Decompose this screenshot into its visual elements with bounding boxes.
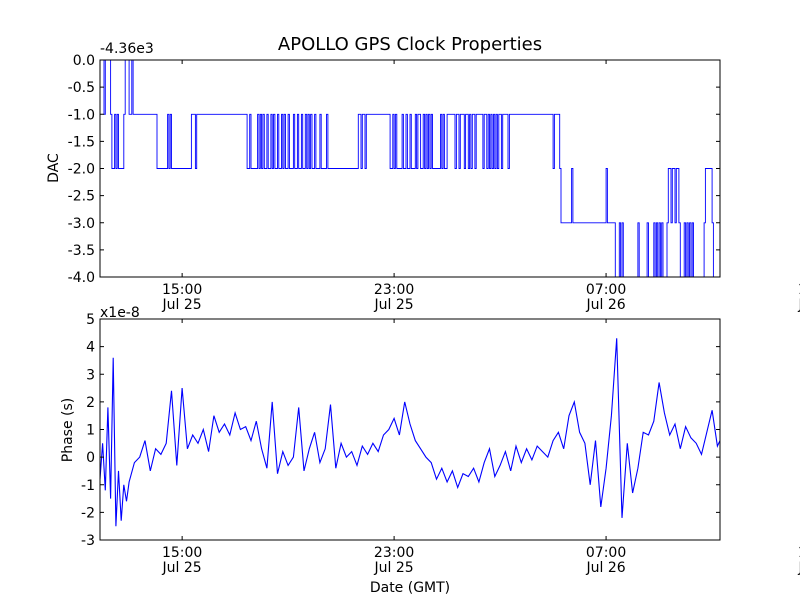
y-tick-label: -1.5 — [68, 134, 95, 150]
x-tick-label-time: 23:00 — [374, 282, 414, 298]
y-tick-label: -2 — [81, 505, 95, 521]
y-tick-label: -1.0 — [68, 107, 95, 123]
y-tick-label: 0.0 — [73, 53, 95, 69]
dac-panel: -4.36e3 DAC 0.0 -0.5 -1.0 -1.5 -2.0 -2.5 -3.0 -… — [46, 41, 800, 313]
y-tick-label: -3 — [81, 533, 95, 549]
x-tick-label-time: 07:00 — [586, 282, 626, 298]
y-tick-label: -4.0 — [68, 270, 95, 286]
y-tick-label: 2 — [86, 395, 95, 411]
chart-title: APOLLO GPS Clock Properties — [278, 34, 542, 55]
series-line-dac — [100, 59, 715, 278]
x-tick-label-date: Jul 25 — [162, 297, 202, 313]
y-tick-label: 1 — [86, 423, 95, 439]
y-tick-label: 3 — [86, 367, 95, 383]
y-tick-label: -3.0 — [68, 216, 95, 232]
y-tick-label: -0.5 — [68, 80, 95, 96]
y-tick-label: 5 — [86, 312, 95, 328]
y-tick-label: 4 — [86, 340, 95, 356]
x-tick-label-date: Jul 26 — [585, 297, 625, 313]
y-tick-label: 0 — [86, 450, 95, 466]
dac-plot-area: 0.0 -0.5 -1.0 -1.5 -2.0 -2.5 -3.0 -3.5 -4.0 15:00… — [68, 53, 800, 313]
axes-frame — [99, 318, 721, 541]
x-tick-label-date: Jul 25 — [374, 297, 414, 313]
x-tick-label-time: 15:00 — [798, 282, 800, 298]
phase-panel: x1e-8 Phase (s) Date (GMT) 5 4 3 2 1 0 -1 -2 -3 1… — [60, 305, 800, 596]
series-line-phase — [99, 338, 721, 527]
x-tick-label-date: Jul 26 — [797, 560, 800, 576]
y-tick-label: -1 — [81, 478, 95, 494]
phase-offset-label: x1e-8 — [100, 305, 140, 321]
x-tick-label-time: 07:00 — [586, 545, 626, 561]
x-tick-label-date: Jul 26 — [585, 560, 625, 576]
x-tick-label-date: Jul 26 — [797, 297, 800, 313]
x-tick-label-time: 15:00 — [162, 545, 202, 561]
x-tick-label-time: 15:00 — [162, 282, 202, 298]
phase-y-axis-label: Phase (s) — [60, 398, 76, 462]
phase-x-axis-label: Date (GMT) — [370, 580, 450, 596]
y-tick-label: -2.5 — [68, 189, 95, 205]
x-tick-label-date: Jul 25 — [162, 560, 202, 576]
y-tick-label: -3.5 — [68, 243, 95, 259]
x-tick-label-time: 15:00 — [798, 545, 800, 561]
y-tick-label: -2.0 — [68, 162, 95, 178]
x-tick-label-time: 23:00 — [374, 545, 414, 561]
dac-y-axis-label: DAC — [46, 153, 62, 183]
dac-offset-label: -4.36e3 — [100, 41, 154, 57]
x-tick-label-date: Jul 25 — [374, 560, 414, 576]
